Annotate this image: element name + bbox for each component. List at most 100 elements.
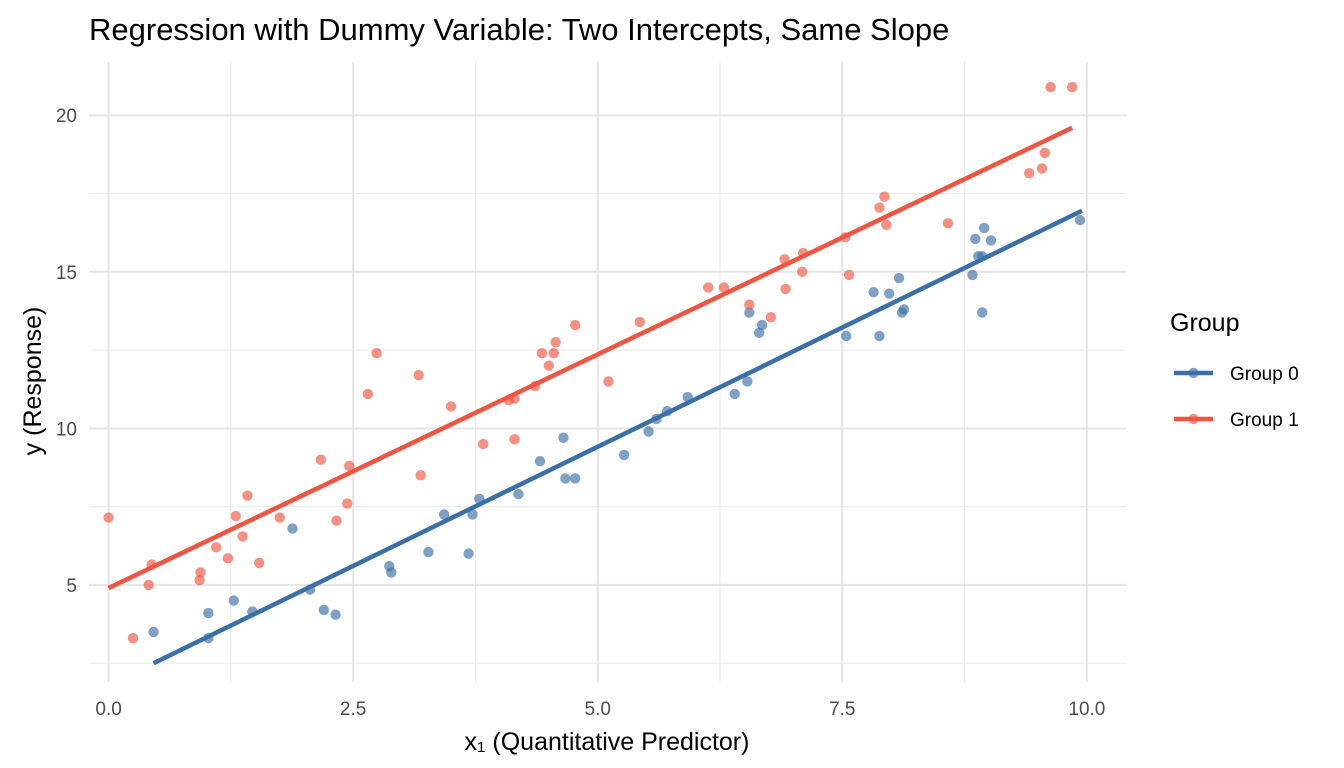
group-0-point [898,304,910,315]
group-0-point [978,222,990,234]
group-0-point [558,432,569,443]
group-1-point [344,460,355,472]
group-0-point [467,509,478,520]
group-1-point [1036,163,1048,174]
group-0-point [976,307,988,318]
y-tick-label: 5 [66,576,77,597]
group-1-point [222,553,234,564]
group-0-point [874,330,885,342]
group-0-point [893,272,905,284]
legend-label: Group 1 [1230,410,1299,431]
group-0-point [287,523,298,534]
group-1-point [942,218,954,229]
y-tick-label: 15 [56,263,77,284]
group-1-point [1066,81,1078,93]
group-0-point [203,607,214,619]
x-tick-label: 10.0 [1068,699,1105,720]
x-axis-ticks: 0.0 2.5 5.0 7.5 10.0 [95,699,1105,720]
group-1-point [103,512,114,523]
legend: Group Group 0 Group 1 [1170,309,1299,431]
group-0-point [841,330,852,342]
group-1-point [315,454,327,465]
group-1-point [342,498,353,509]
legend-title: Group [1170,309,1239,337]
group-1-point [445,401,457,412]
group-0-point [463,548,474,559]
group-1-regression-line [107,125,1074,591]
group-0-point [756,319,768,331]
major-gridlines [89,62,1126,682]
group-1-point [230,510,241,522]
group-1-point [413,369,424,381]
x-axis-title: x₁ (Quantitative Predictor) [465,728,750,756]
group-1-point [881,219,892,231]
data-points [103,81,1086,644]
group-1-point [195,567,206,578]
y-axis-ticks: 5 10 15 20 [56,106,77,597]
group-0-point [438,509,450,520]
group-1-point [1023,167,1035,179]
group-0-point [970,233,981,245]
group-1-point [1045,81,1056,93]
group-0-regression-line [152,208,1083,666]
legend-key-point [1188,413,1199,425]
minor-gridlines [89,62,1126,682]
group-0-point [985,235,997,246]
group-0-point [618,449,630,461]
group-1-point [237,531,248,542]
group-1-point [254,557,265,569]
legend-label: Group 0 [1230,364,1299,385]
group-1-point [570,319,581,331]
group-0-point [386,567,397,578]
group-0-point [560,473,571,484]
group-1-point [718,282,730,293]
group-1-point [765,312,777,323]
x-tick-label: 5.0 [585,699,611,720]
group-1-point [143,579,154,591]
y-axis-title: y (Response) [19,307,47,456]
group-1-point [536,348,548,359]
regression-lines [107,125,1083,666]
group-1-point [744,299,755,310]
group-0-point [753,327,765,339]
group-1-point [796,266,808,277]
chart-title: Regression with Dummy Variable: Two Inte… [89,12,949,47]
group-1-point [362,388,374,400]
x-tick-label: 7.5 [829,699,855,720]
group-0-point [967,269,978,281]
group-1-point [603,376,614,387]
x-tick-label: 0.0 [95,699,121,720]
group-0-point [513,488,524,500]
group-1-point [274,512,285,523]
group-1-point [634,316,645,328]
group-1-point [548,348,559,359]
group-0-point [148,626,159,638]
group-1-point [415,470,426,481]
group-0-point [729,388,740,400]
group-1-point [509,434,520,445]
group-1-point [780,283,791,295]
group-1-point [843,269,855,281]
y-tick-label: 10 [56,419,77,440]
group-1-point [879,191,890,202]
x-tick-label: 2.5 [340,699,366,720]
group-0-point [742,376,753,387]
group-1-point [127,632,139,644]
group-0-point [744,307,755,318]
group-1-point [543,360,555,371]
group-1-point [478,438,489,450]
group-1-point [242,490,253,501]
y-tick-label: 20 [56,106,77,127]
group-1-point [550,337,561,348]
group-1-point [194,575,205,586]
group-0-point [643,426,654,437]
group-0-point [570,473,581,484]
group-0-point [534,456,546,467]
group-1-point [703,282,714,293]
legend-key-point [1188,367,1199,379]
group-0-point [228,595,239,606]
group-1-point [874,202,885,213]
group-0-point [330,609,341,620]
group-0-point [318,604,329,616]
